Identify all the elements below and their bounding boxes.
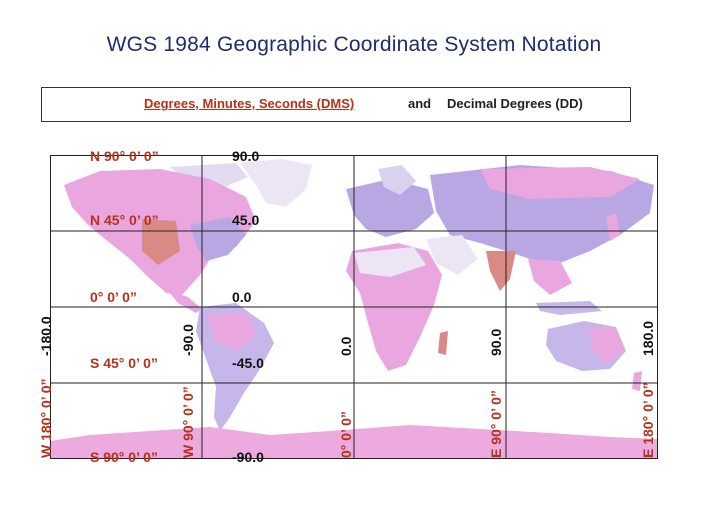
lat-s90-dms-label: S 90° 0’ 0” xyxy=(90,449,158,465)
world-map-svg xyxy=(50,155,658,459)
lat-n90-dms-label: N 90° 0’ 0” xyxy=(90,148,159,164)
greenland-land xyxy=(240,159,312,207)
lon-e180-dd-label: 180.0 xyxy=(640,320,656,356)
lat-s90-dd-label: -90.0 xyxy=(232,449,264,465)
new-zealand-land xyxy=(632,371,642,391)
lat-s45-dms-label: S 45° 0’ 0” xyxy=(90,355,158,371)
lon-e90-dd-label: 90.0 xyxy=(488,328,504,356)
lat-s45-dd-label: -45.0 xyxy=(232,355,264,371)
southeast-asia-land xyxy=(528,259,572,295)
lat-n45-dms-label: N 45° 0’ 0” xyxy=(90,212,159,228)
world-map xyxy=(50,155,658,459)
legend-dms-label: Degrees, Minutes, Seconds (DMS) xyxy=(144,96,355,111)
japan-land xyxy=(606,213,620,241)
australia-east-land xyxy=(590,327,624,363)
siberia-land xyxy=(480,167,640,199)
indonesia-land xyxy=(536,301,602,315)
lon-w180-dms-label: W 180° 0’ 0” xyxy=(38,378,54,458)
lon-e180-dms-label: E 180° 0’ 0” xyxy=(640,382,656,458)
lon-pm-dms-label: 0° 0’ 0” xyxy=(338,411,354,458)
lon-w180-dd-label: -180.0 xyxy=(38,316,54,356)
legend-and-label: and xyxy=(408,96,432,111)
amazon-land xyxy=(208,313,256,351)
middle-east-land xyxy=(426,235,478,275)
lon-w90-dd-label: -90.0 xyxy=(180,324,196,356)
lat-n45-dd-label: 45.0 xyxy=(232,212,260,228)
graticule-grid xyxy=(50,155,658,459)
notation-legend-box: Degrees, Minutes, Seconds (DMS) and Deci… xyxy=(41,87,631,122)
europe-land xyxy=(346,179,434,237)
lat-equator-dd-label: 0.0 xyxy=(232,289,252,305)
lat-equator-dms-label: 0° 0’ 0” xyxy=(90,289,137,305)
central-america-land xyxy=(168,291,202,313)
legend-dd-label: Decimal Degrees (DD) xyxy=(447,96,583,111)
page-title: WGS 1984 Geographic Coordinate System No… xyxy=(106,33,602,56)
madagascar-land xyxy=(438,331,448,355)
india-land xyxy=(486,251,516,291)
lon-pm-dd-label: 0.0 xyxy=(338,336,354,356)
scandinavia-land xyxy=(378,165,416,195)
lon-w90-dms-label: W 90° 0’ 0” xyxy=(180,386,196,458)
north-america-east-land xyxy=(190,217,246,261)
lon-e90-dms-label: E 90° 0’ 0” xyxy=(488,390,504,458)
lat-n90-dd-label: 90.0 xyxy=(232,148,260,164)
sahara-land xyxy=(354,247,426,277)
